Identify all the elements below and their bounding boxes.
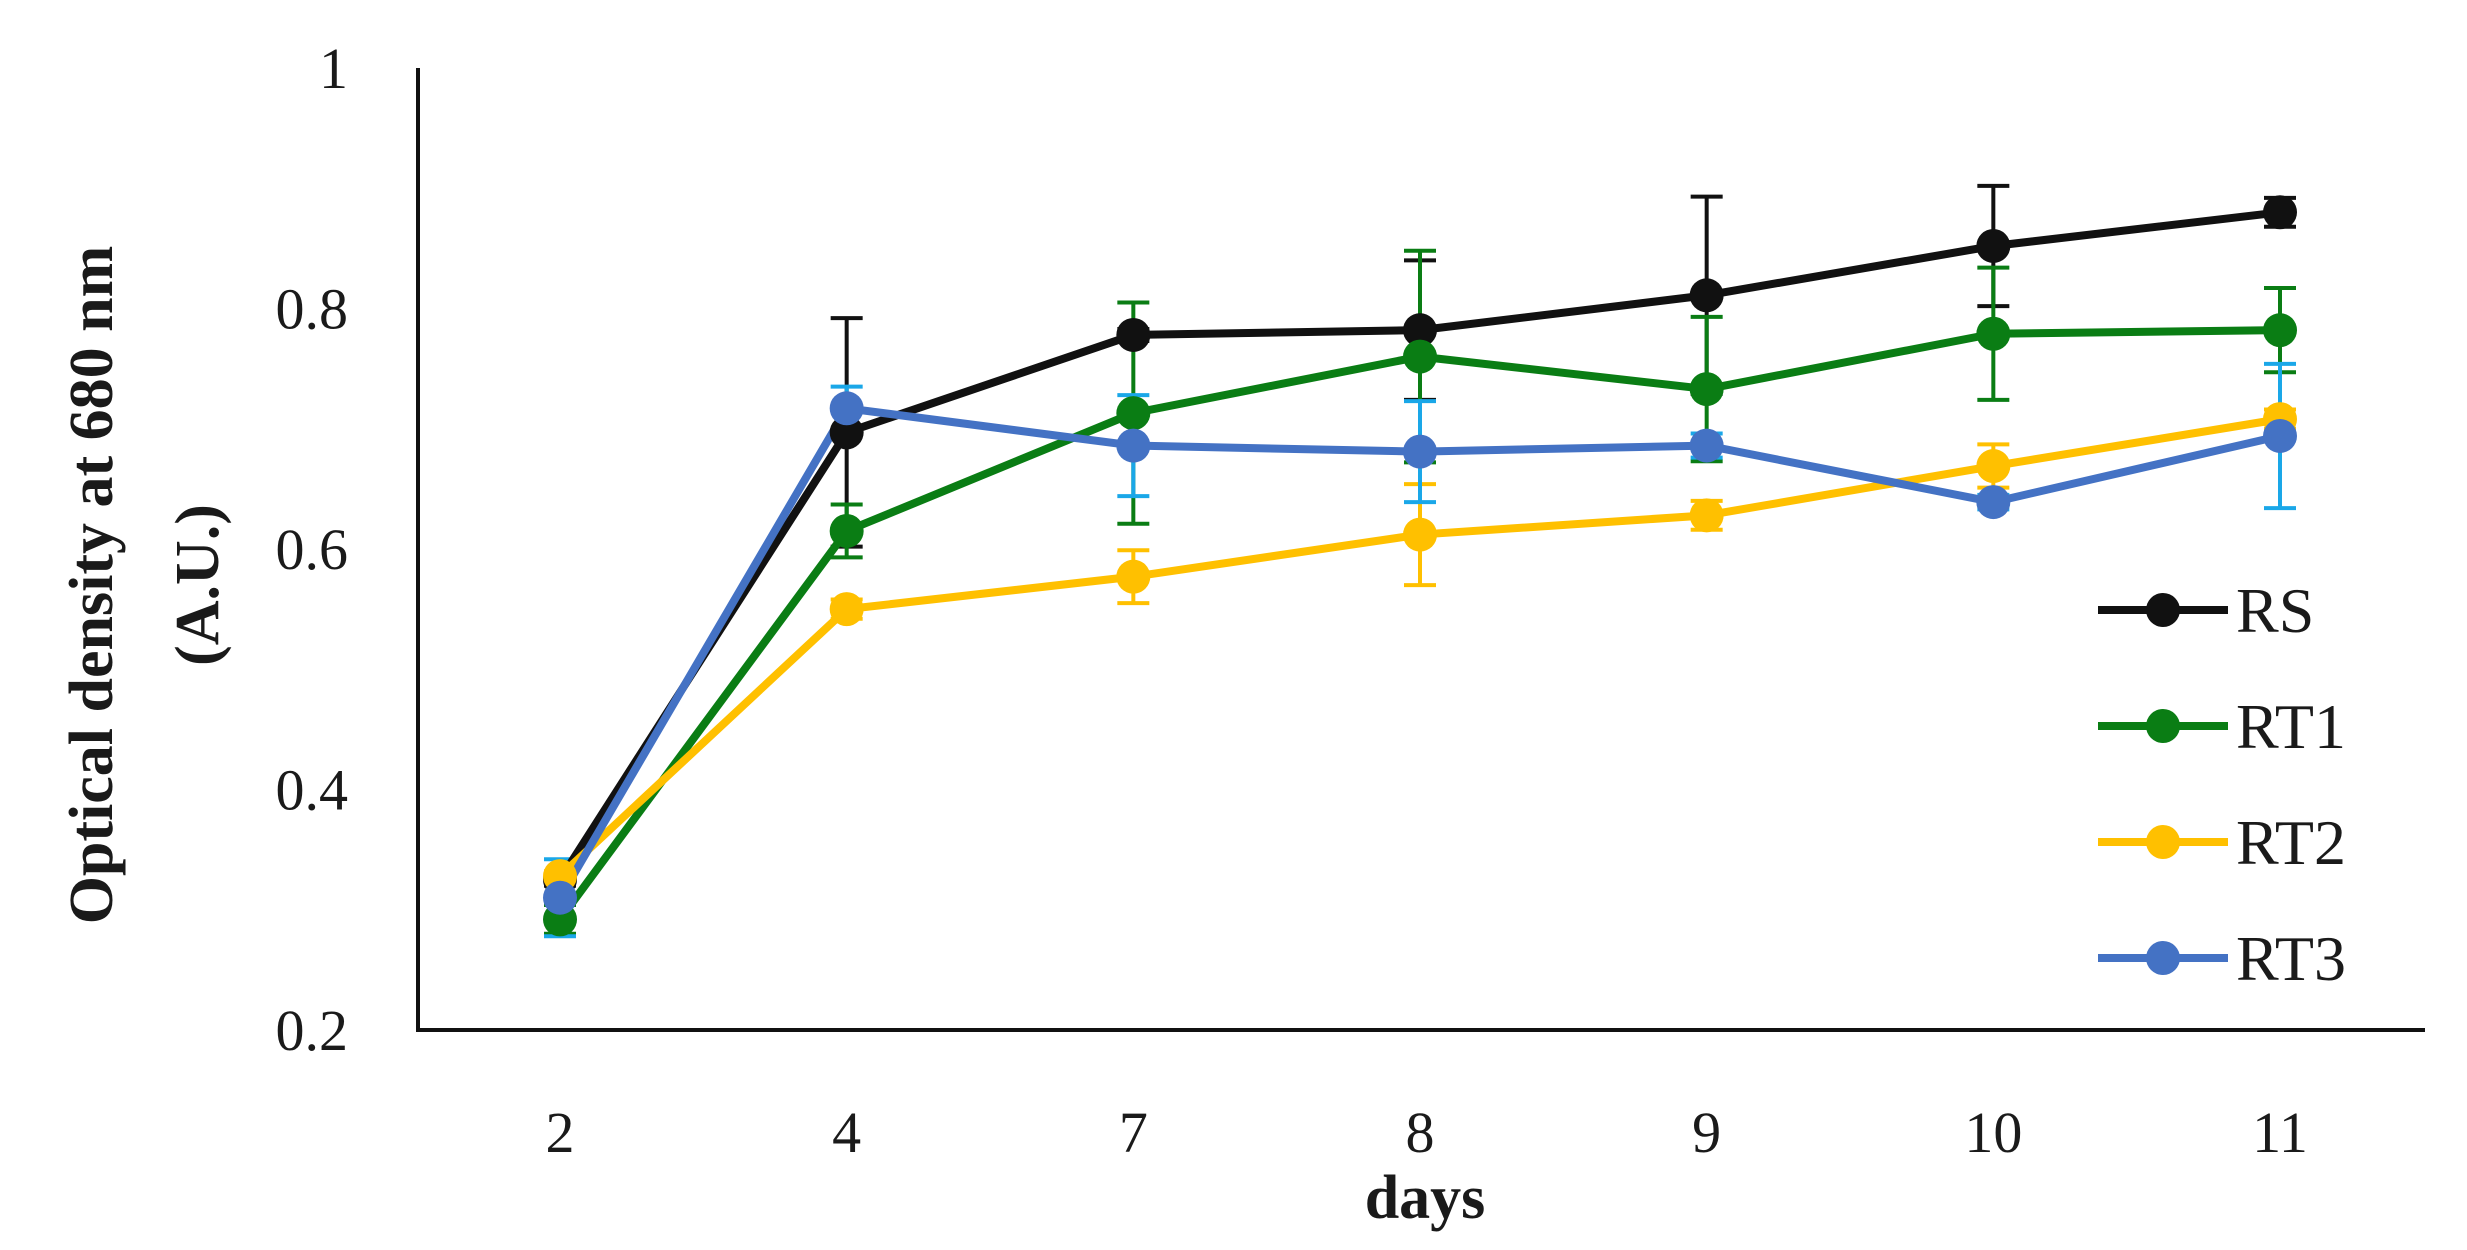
axes-layer	[416, 68, 2425, 1032]
x-tick-label: 9	[1692, 1100, 1721, 1165]
data-point-rt3	[829, 391, 864, 426]
data-point-rt3	[1403, 434, 1437, 469]
x-tick-label: 8	[1406, 1100, 1435, 1165]
data-points-layer	[543, 195, 2297, 937]
data-point-rt2	[1403, 517, 1437, 552]
data-point-rs	[2263, 195, 2297, 230]
data-point-rt1	[1689, 372, 1724, 407]
data-point-rt3	[2263, 418, 2297, 453]
data-point-rt2	[829, 592, 864, 627]
x-tick-label: 7	[1119, 1100, 1148, 1165]
legend-label-rt2: RT2	[2236, 807, 2346, 878]
data-point-rs	[829, 415, 864, 450]
legend-marker-rt2	[2146, 825, 2180, 859]
legend-label-rt1: RT1	[2236, 691, 2346, 762]
x-tick-label: 10	[1964, 1100, 2022, 1165]
data-point-rs	[1976, 228, 2011, 263]
data-point-rt2	[1116, 559, 1151, 594]
legend-marker-rs	[2146, 593, 2180, 627]
y-tick-label: 0.2	[276, 998, 349, 1063]
error-bars-layer	[544, 183, 2296, 939]
data-point-rt1	[1976, 316, 2011, 351]
legend-marker-rt1	[2146, 709, 2180, 743]
data-point-rt3	[543, 880, 577, 915]
y-axis-title-line1: Optical density at 680 nm	[58, 246, 126, 925]
data-point-rt2	[1689, 498, 1724, 533]
x-tick-label: 4	[832, 1100, 861, 1165]
labels-layer: 0.2 0.4 0.6 0.8 1 2 4 7 8 9 10 11 days Optical densit…	[58, 36, 2308, 1232]
y-tick-label: 0.4	[276, 758, 349, 823]
data-point-rt1	[1116, 396, 1151, 431]
x-tick-label: 11	[2252, 1100, 2308, 1165]
data-point-rs	[1689, 278, 1724, 313]
data-point-rt3	[1116, 428, 1151, 463]
y-axis-title-line2: (A.U.)	[164, 504, 232, 666]
data-point-rt1	[829, 513, 864, 548]
data-point-rt3	[1689, 428, 1724, 463]
data-point-rt1	[2263, 313, 2297, 348]
y-tick-label: 1	[319, 36, 348, 101]
data-point-rt3	[1976, 485, 2011, 520]
x-axis-title: days	[1365, 1164, 1486, 1232]
y-tick-label: 0.8	[276, 277, 349, 342]
legend-marker-rt3	[2146, 941, 2180, 975]
data-point-rt2	[1976, 449, 2011, 484]
legend-label-rt3: RT3	[2236, 923, 2346, 994]
data-point-rs	[1403, 313, 1437, 348]
data-point-rs	[1116, 317, 1151, 352]
x-tick-label: 2	[546, 1100, 575, 1165]
legend-label-rs: RS	[2236, 575, 2314, 646]
data-point-rt1	[1403, 339, 1437, 374]
legend: RS RT1 RT2 RT3	[2098, 575, 2346, 994]
y-tick-label: 0.6	[276, 517, 349, 582]
